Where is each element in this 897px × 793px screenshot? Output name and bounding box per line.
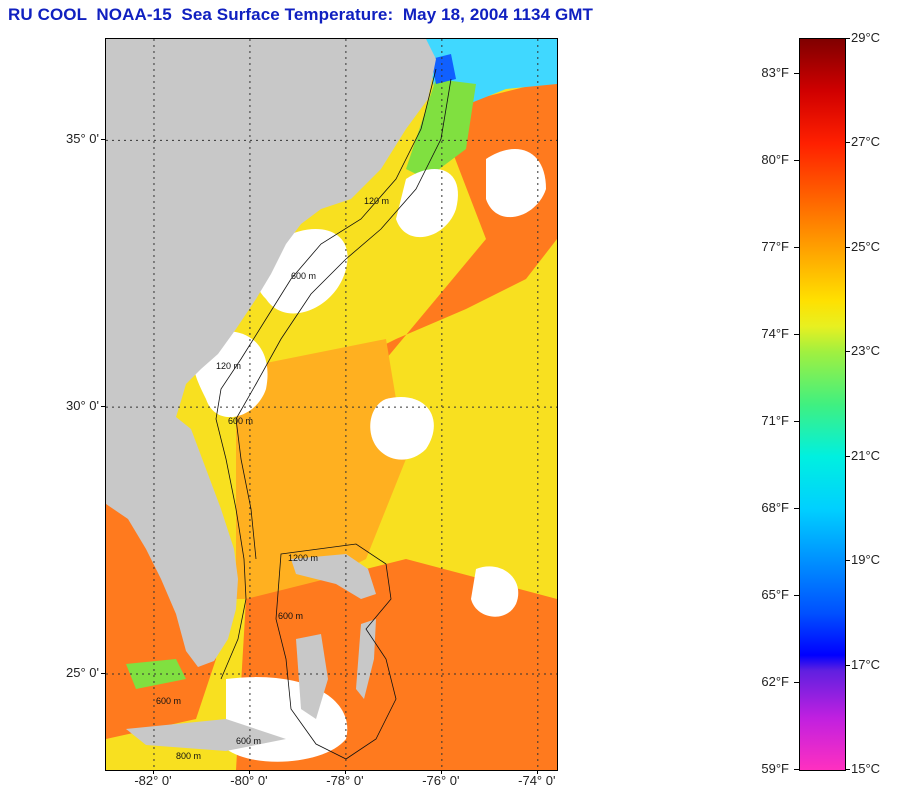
lat-tick [101, 406, 105, 408]
lat-label-25: 25° 0' [66, 664, 99, 680]
colorbar-tick [794, 420, 799, 422]
sst-green-region-shelf [406, 79, 476, 179]
colorbar-tick [845, 560, 850, 562]
contour-label: 800 m [176, 751, 201, 761]
lon-tick [440, 770, 442, 774]
colorbar-tick [794, 769, 799, 770]
island-cuba-north [126, 719, 286, 751]
colorbar-f-label: 65°F [761, 587, 789, 603]
cloud-patch-3 [370, 397, 434, 460]
contour-label: 600 m [291, 271, 316, 281]
colorbar-tick [845, 455, 850, 457]
colorbar-tick [845, 38, 850, 39]
colorbar-f-label: 80°F [761, 151, 789, 167]
lat-tick [101, 672, 105, 674]
lon-label-78: -78° 0' [326, 773, 364, 788]
contour-label: 600 m [156, 696, 181, 706]
contour-label: 600 m [228, 416, 253, 426]
contour-label: 120 m [216, 361, 241, 371]
lon-label-82: -82° 0' [134, 773, 172, 788]
contour-label: 120 m [364, 196, 389, 206]
colorbar-c-label: 29°C [851, 30, 881, 45]
colorbar-f-label: 83°F [761, 64, 789, 80]
colorbar-tick [845, 664, 850, 666]
colorbar-f-label: 77°F [761, 238, 789, 254]
contour-bahamas-banks [275, 543, 397, 760]
contour-label: 600 m [278, 611, 303, 621]
colorbar-c-label: 17°C [851, 656, 881, 672]
lon-label-80: -80° 0' [230, 773, 268, 788]
map-title: RU COOL NOAA-15 Sea Surface Temperature:… [8, 5, 594, 24]
colorbar-tick [794, 334, 799, 336]
colorbar-f-label: 71°F [761, 412, 789, 428]
temperature-colorbar [799, 38, 846, 771]
colorbar-tick [794, 159, 799, 161]
cloud-patch-5 [396, 169, 458, 238]
sst-map: 120 m 600 m 120 m 600 m 1200 m 600 m 600… [105, 38, 558, 771]
island-grand-bahama [291, 554, 376, 599]
contour-120m [215, 68, 437, 680]
contour-label: 1200 m [288, 553, 318, 563]
colorbar-tick [845, 351, 850, 353]
colorbar-c-label: 27°C [851, 134, 881, 150]
colorbar-c-label: 25°C [851, 238, 881, 254]
sst-blue-region-north [431, 54, 456, 84]
sst-orange-region-mid [236, 339, 406, 599]
colorbar-c-label: 15°C [851, 761, 881, 776]
contour-600m [235, 78, 452, 560]
colorbar-c-label: 23°C [851, 343, 881, 359]
colorbar-tick [794, 246, 799, 248]
colorbar-tick [794, 72, 799, 74]
lat-label-30: 30° 0' [66, 398, 99, 414]
sst-map-svg: 120 m 600 m 120 m 600 m 1200 m 600 m 600… [106, 39, 557, 770]
colorbar-tick [794, 681, 799, 683]
colorbar-f-label: 62°F [761, 673, 789, 689]
colorbar-tick [845, 769, 850, 770]
colorbar-tick [845, 142, 850, 144]
colorbar-tick [794, 595, 799, 597]
colorbar-c-label: 19°C [851, 552, 881, 568]
lon-label-74: -74° 0' [518, 773, 556, 788]
island-andros [296, 634, 328, 719]
lat-tick [101, 139, 105, 141]
cloud-patch-4 [471, 566, 519, 617]
colorbar-tick [845, 246, 850, 248]
lon-tick [152, 770, 154, 774]
lon-tick [536, 770, 538, 774]
lat-label-35: 35° 0' [66, 131, 99, 147]
land-southeast-us [106, 39, 436, 667]
colorbar-f-label: 68°F [761, 499, 789, 515]
lon-label-76: -76° 0' [422, 773, 460, 788]
lon-tick [344, 770, 346, 774]
colorbar-tick [794, 507, 799, 509]
island-eleuthera [356, 619, 376, 699]
contour-label: 600 m [236, 736, 261, 746]
colorbar-f-label: 59°F [761, 761, 789, 776]
lon-tick [248, 770, 250, 774]
colorbar-c-label: 21°C [851, 447, 881, 463]
colorbar-f-label: 74°F [761, 326, 789, 342]
cloud-patch-6 [486, 149, 546, 218]
